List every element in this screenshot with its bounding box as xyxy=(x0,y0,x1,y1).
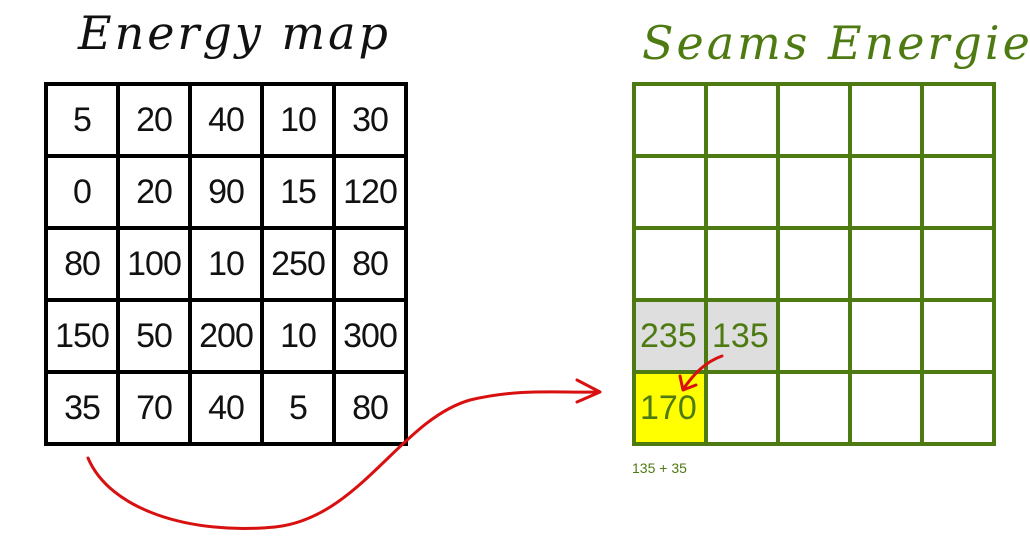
seam-cell xyxy=(922,300,994,372)
seam-cell xyxy=(634,84,706,156)
seam-cell xyxy=(922,228,994,300)
energy-cell: 40 xyxy=(190,372,262,444)
energy-cell: 300 xyxy=(334,300,406,372)
energy-map-grid: 5 20 40 10 30 0 20 90 15 120 80 100 10 250 80 150 50 200 1… xyxy=(44,82,408,446)
seam-cell xyxy=(778,156,850,228)
energy-cell: 150 xyxy=(46,300,118,372)
energy-cell: 40 xyxy=(190,84,262,156)
energy-cell: 250 xyxy=(262,228,334,300)
seam-cell xyxy=(778,300,850,372)
seams-energies-title: Seams Energies xyxy=(642,16,1030,70)
seam-cell xyxy=(706,228,778,300)
energy-cell: 200 xyxy=(190,300,262,372)
energy-cell: 10 xyxy=(262,84,334,156)
energy-cell: 70 xyxy=(118,372,190,444)
energy-cell: 120 xyxy=(334,156,406,228)
seam-cell xyxy=(922,372,994,444)
energy-cell: 20 xyxy=(118,156,190,228)
energy-cell: 5 xyxy=(46,84,118,156)
energy-cell: 50 xyxy=(118,300,190,372)
seam-cell xyxy=(778,228,850,300)
energy-cell: 90 xyxy=(190,156,262,228)
seam-cell xyxy=(706,372,778,444)
seam-cell xyxy=(850,372,922,444)
seam-cell xyxy=(850,300,922,372)
energy-cell: 30 xyxy=(334,84,406,156)
energy-cell: 0 xyxy=(46,156,118,228)
seam-cell xyxy=(634,228,706,300)
energy-cell: 80 xyxy=(334,372,406,444)
seam-cell xyxy=(850,156,922,228)
energy-map-title: Energy map xyxy=(78,6,391,60)
seam-cell xyxy=(850,84,922,156)
seam-cell xyxy=(778,372,850,444)
seam-cell xyxy=(778,84,850,156)
seam-cell xyxy=(706,84,778,156)
transfer-arrow-head xyxy=(575,378,602,404)
energy-cell: 5 xyxy=(262,372,334,444)
seam-cell xyxy=(706,156,778,228)
seam-cell xyxy=(850,228,922,300)
seam-cell: 235 xyxy=(634,300,706,372)
energy-cell: 80 xyxy=(46,228,118,300)
seams-energies-grid: 235 135 170 xyxy=(632,82,996,446)
energy-cell: 15 xyxy=(262,156,334,228)
seam-cell: 170 xyxy=(634,372,706,444)
seam-cell xyxy=(634,156,706,228)
seam-cell xyxy=(922,156,994,228)
energy-cell: 100 xyxy=(118,228,190,300)
formula-note: 135 + 35 xyxy=(632,460,687,476)
energy-cell: 35 xyxy=(46,372,118,444)
energy-cell: 10 xyxy=(190,228,262,300)
seam-cell: 135 xyxy=(706,300,778,372)
seam-cell xyxy=(922,84,994,156)
energy-cell: 80 xyxy=(334,228,406,300)
energy-cell: 20 xyxy=(118,84,190,156)
energy-cell: 10 xyxy=(262,300,334,372)
